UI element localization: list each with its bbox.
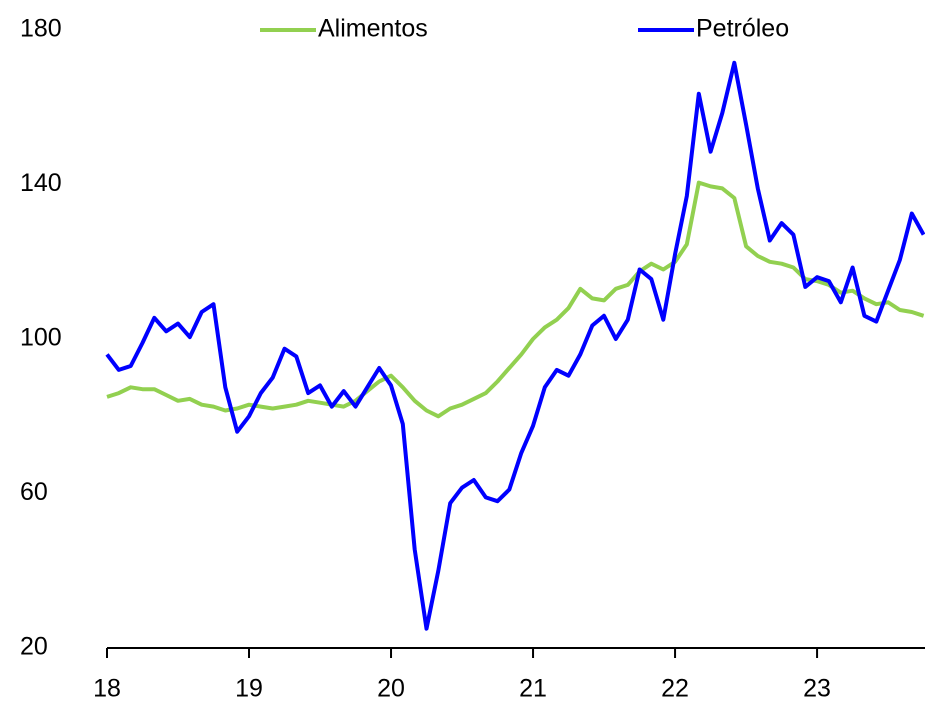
line-series — [105, 60, 925, 631]
x-tick-label: 21 — [519, 675, 547, 703]
y-tick-label: 60 — [20, 478, 48, 506]
legend-label: Petróleo — [696, 15, 789, 43]
y-tick-label: 100 — [20, 324, 62, 352]
y-tick-label: 180 — [20, 15, 62, 43]
line-series — [106, 180, 925, 419]
x-tick-label: 19 — [235, 675, 263, 703]
x-tick-label: 22 — [661, 675, 689, 703]
y-tick-label: 140 — [20, 169, 62, 197]
legend-label: Alimentos — [318, 15, 428, 43]
x-tick-label: 20 — [377, 675, 405, 703]
x-tick-label: 18 — [93, 675, 121, 703]
y-tick-label: 20 — [20, 633, 48, 661]
x-tick-label: 23 — [803, 675, 831, 703]
